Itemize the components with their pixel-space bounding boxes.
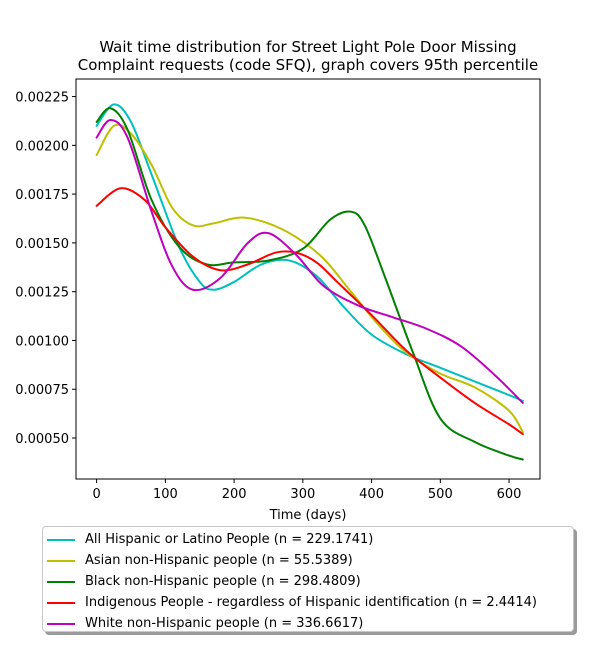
legend-swatch xyxy=(47,622,75,625)
x-tick-label: 100 xyxy=(153,487,178,502)
legend-label: Black non-Hispanic people (n = 298.4809) xyxy=(85,574,361,589)
y-tick-label: 0.00200 xyxy=(15,139,69,154)
y-tick-label: 0.00075 xyxy=(15,383,69,398)
chart-title-line-1: Wait time distribution for Street Light … xyxy=(99,38,516,56)
legend-item: Black non-Hispanic people (n = 298.4809) xyxy=(43,571,573,592)
series-line-1 xyxy=(95,103,524,402)
x-tick-label: 600 xyxy=(497,487,522,502)
plot-frame xyxy=(75,78,541,480)
y-tick-label: 0.00225 xyxy=(15,91,69,106)
series-line-5 xyxy=(95,118,524,404)
legend-swatch xyxy=(47,559,75,562)
legend-label: All Hispanic or Latino People (n = 229.1… xyxy=(85,532,374,547)
x-tick-label: 300 xyxy=(290,487,315,502)
legend-item: Indigenous People - regardless of Hispan… xyxy=(43,592,573,613)
x-tick-label: 400 xyxy=(359,487,384,502)
legend-swatch xyxy=(47,601,75,604)
series-line-4 xyxy=(95,187,524,436)
series-line-3 xyxy=(95,107,524,461)
chart-title-line-2: Complaint requests (code SFQ), graph cov… xyxy=(78,56,538,74)
y-tick-label: 0.00100 xyxy=(15,334,69,349)
legend-item: White non-Hispanic people (n = 336.6617) xyxy=(43,613,573,634)
legend-item: Asian non-Hispanic people (n = 55.5389) xyxy=(43,550,573,571)
y-tick-label: 0.00125 xyxy=(15,286,69,301)
y-tick-label: 0.00175 xyxy=(15,188,69,203)
legend: All Hispanic or Latino People (n = 229.1… xyxy=(42,526,574,632)
x-tick-label: 200 xyxy=(222,487,247,502)
legend-label: Asian non-Hispanic people (n = 55.5389) xyxy=(85,553,353,568)
legend-label: Indigenous People - regardless of Hispan… xyxy=(85,595,537,610)
legend-swatch xyxy=(47,538,75,541)
legend-swatch xyxy=(47,580,75,583)
legend-item: All Hispanic or Latino People (n = 229.1… xyxy=(43,529,573,550)
series-line-2 xyxy=(95,123,524,434)
x-axis: 0 100 200 300 400 500 600 xyxy=(92,479,521,502)
x-tick-label: 500 xyxy=(428,487,453,502)
y-axis: 0.00050 0.00075 0.00100 0.00125 0.00150 0.001… xyxy=(15,91,76,447)
y-tick-label: 0.00050 xyxy=(15,432,69,447)
x-tick-label: 0 xyxy=(92,487,100,502)
x-axis-label: Time (days) xyxy=(269,508,347,523)
legend-label: White non-Hispanic people (n = 336.6617) xyxy=(85,616,364,631)
plot-area xyxy=(95,103,524,461)
y-tick-label: 0.00150 xyxy=(15,237,69,252)
